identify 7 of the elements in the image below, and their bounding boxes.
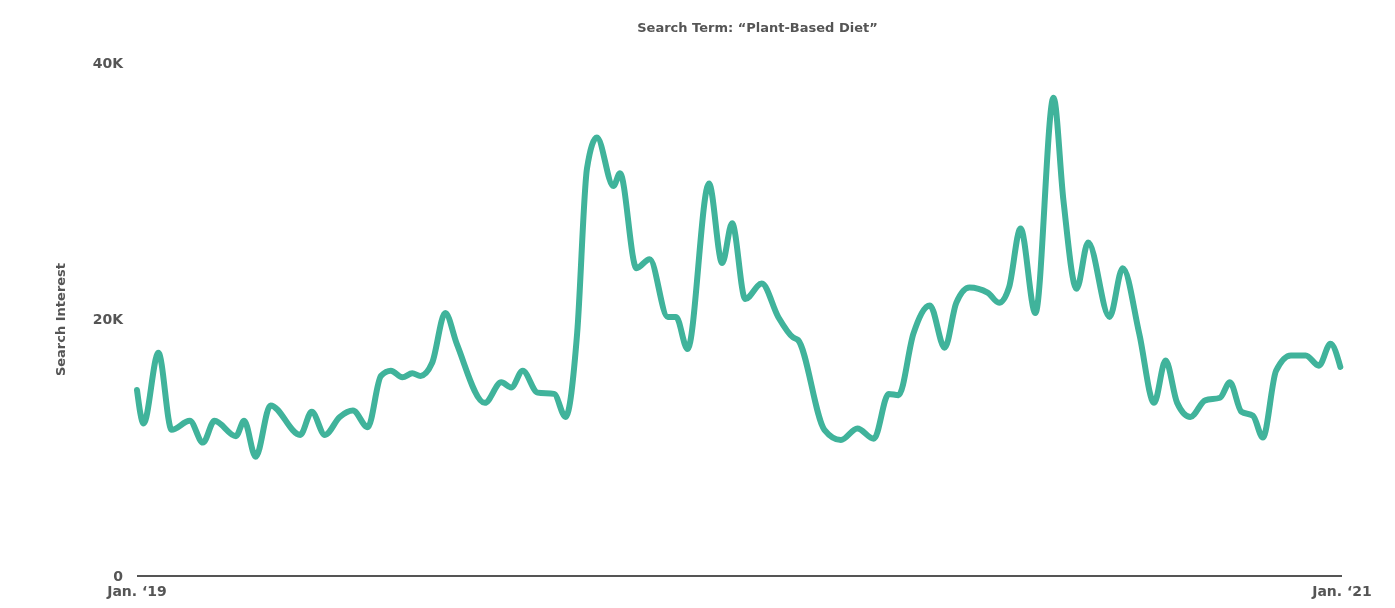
- x-tick-label: Jan. ‘19: [106, 583, 167, 599]
- y-tick-label: 20K: [92, 311, 125, 328]
- x-tick-label: Jan. ‘21: [1311, 583, 1372, 599]
- chart-title: Search Term: “Plant-Based Diet”: [637, 20, 878, 35]
- y-axis-title: Search Interest: [53, 262, 68, 377]
- y-tick-label: 0: [113, 567, 124, 584]
- y-tick-label: 40K: [92, 54, 125, 71]
